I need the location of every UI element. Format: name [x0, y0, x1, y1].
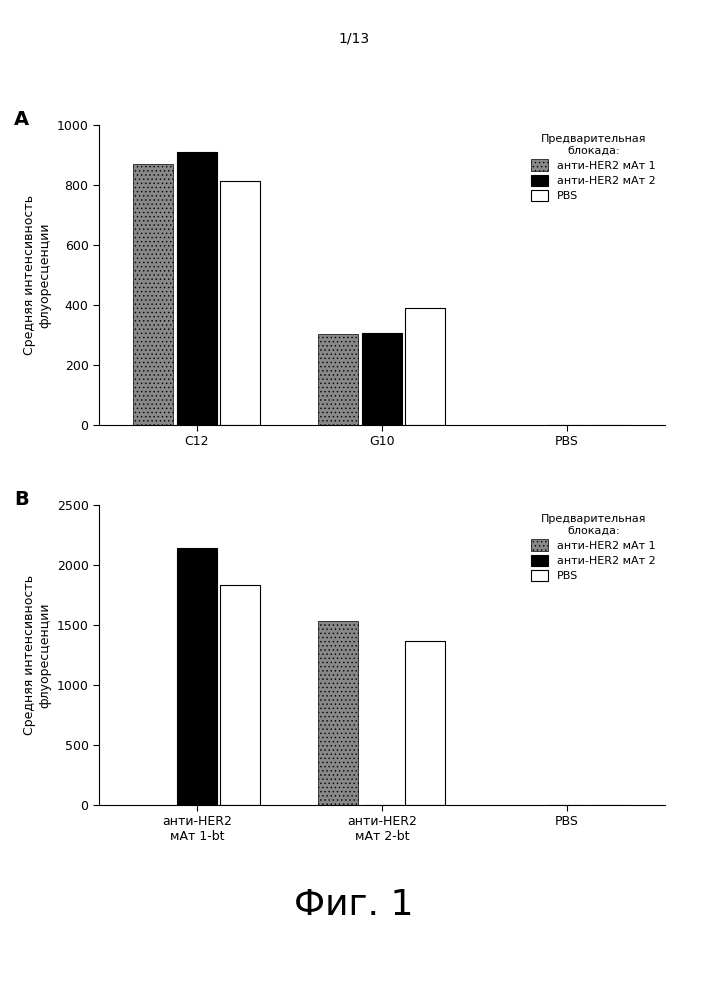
Bar [318, 621, 358, 805]
Y-axis label: Средняя интенсивность
флуоресценции: Средняя интенсивность флуоресценции [23, 575, 51, 735]
Text: B: B [14, 490, 29, 509]
Text: A: A [14, 110, 29, 129]
Bar [177, 548, 217, 805]
Bar [318, 334, 358, 425]
Text: 1/13: 1/13 [338, 32, 369, 46]
Bar [405, 308, 445, 425]
Bar [405, 641, 445, 805]
Bar [221, 180, 260, 425]
Bar [362, 333, 402, 425]
Legend: анти-HER2 мАт 1, анти-HER2 мАт 2, PBS: анти-HER2 мАт 1, анти-HER2 мАт 2, PBS [528, 511, 659, 585]
Bar [221, 585, 260, 805]
Text: Фиг. 1: Фиг. 1 [293, 888, 414, 922]
Y-axis label: Средняя интенсивность
флуоресценции: Средняя интенсивность флуоресценции [23, 195, 51, 355]
Legend: анти-HER2 мАт 1, анти-HER2 мАт 2, PBS: анти-HER2 мАт 1, анти-HER2 мАт 2, PBS [528, 131, 659, 205]
Bar [134, 164, 173, 425]
Bar [177, 152, 217, 425]
